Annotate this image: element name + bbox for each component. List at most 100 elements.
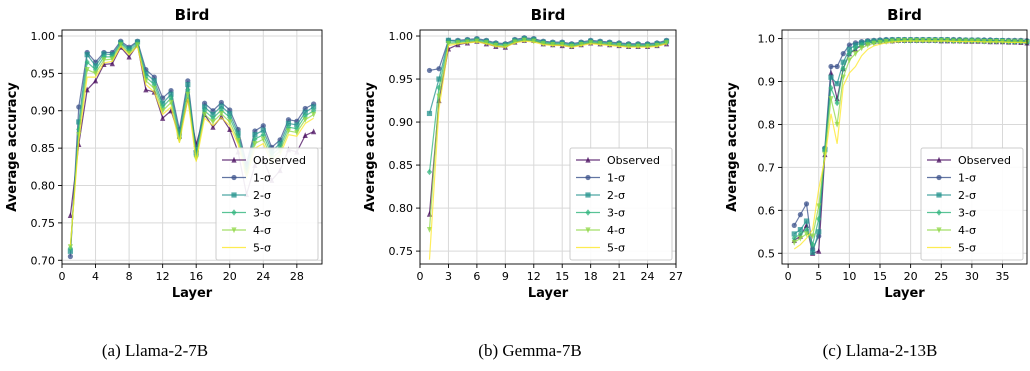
data-point (76, 119, 82, 125)
legend-swatch-marker (231, 156, 237, 163)
data-point (803, 231, 810, 238)
data-point (168, 91, 174, 97)
data-point (840, 51, 846, 57)
y-tick-label: 0.95 (31, 67, 56, 80)
legend-box (569, 147, 673, 261)
x-tick-label: 0 (785, 270, 792, 283)
legend-box (215, 147, 319, 261)
data-point (227, 126, 233, 133)
legend-label: 1-σ (607, 172, 625, 185)
x-tick-label: 9 (502, 270, 509, 283)
y-tick-label: 0.75 (389, 245, 414, 258)
y-tick-label: 0.90 (31, 105, 56, 118)
data-point (210, 123, 216, 130)
x-tick-label: 4 (92, 270, 99, 283)
data-point (67, 253, 73, 260)
x-tick-label: 24 (641, 270, 655, 283)
y-tick-label: 1.0 (758, 33, 776, 46)
data-point (311, 104, 317, 110)
data-point (834, 81, 840, 87)
data-point (210, 119, 216, 126)
data-point (311, 111, 317, 118)
data-point (840, 74, 846, 81)
data-point (311, 107, 317, 114)
data-point (791, 239, 797, 246)
data-point (852, 51, 859, 57)
y-tick-label: 0.70 (31, 254, 56, 267)
data-point (185, 86, 191, 94)
x-tick-label: 0 (417, 270, 424, 283)
data-point (118, 42, 124, 49)
data-point (277, 141, 283, 147)
data-point (865, 42, 871, 49)
data-point (218, 111, 224, 117)
legend-swatch-marker (585, 192, 591, 198)
legend: Observed 1-σ 2-σ 3-σ 4-σ 5-σ (215, 147, 319, 261)
y-tick-label: 0.6 (758, 204, 776, 217)
data-point (816, 215, 822, 223)
data-point (160, 100, 166, 106)
legend: Observed 1-σ 2-σ 3-σ 4-σ 5-σ (569, 147, 673, 261)
data-point (803, 201, 810, 207)
data-point (260, 123, 266, 129)
data-point (92, 70, 99, 77)
data-point (846, 50, 852, 57)
legend: Observed 1-σ 2-σ 3-σ 4-σ 5-σ (920, 147, 1024, 261)
data-point (252, 141, 258, 147)
x-tick-label: 27 (669, 270, 683, 283)
y-tick-label: 0.85 (31, 142, 56, 155)
chart-title: Bird (175, 6, 210, 24)
legend-label: 5-σ (253, 242, 271, 255)
data-point (143, 70, 149, 76)
data-point (871, 40, 877, 47)
data-point (92, 77, 99, 84)
chart-title: Bird (887, 6, 922, 24)
x-tick-label: 15 (555, 270, 569, 283)
data-point (828, 63, 834, 70)
chart-panel-3: 0 5 10 15 20 25 30 35 0.5 0.6 0.7 0.8 0.9 1.0 Bird Laye… (725, 6, 1030, 360)
data-point (235, 130, 241, 136)
y-tick-label: 0.85 (389, 159, 414, 172)
series-line (428, 40, 667, 260)
axes-frame (419, 29, 677, 265)
legend-swatch-marker (585, 227, 591, 234)
y-tick-label: 0.75 (31, 217, 56, 230)
x-tick-label: 30 (965, 270, 979, 283)
data-point (151, 85, 157, 92)
data-point (134, 42, 141, 49)
data-point (176, 130, 183, 136)
legend-swatch-marker (231, 174, 237, 181)
data-point (816, 247, 822, 254)
data-point (840, 65, 846, 72)
data-point (436, 84, 442, 91)
data-point (859, 41, 865, 49)
x-tick-label: 25 (934, 270, 948, 283)
data-point (859, 45, 865, 52)
data-point (260, 136, 266, 143)
data-point (840, 59, 846, 65)
x-axis-label: Layer (884, 286, 925, 301)
data-point (168, 99, 174, 106)
data-point (426, 110, 433, 117)
legend-label: 2-σ (607, 189, 625, 202)
legend-swatch-marker (936, 227, 942, 234)
x-tick-label: 21 (612, 270, 626, 283)
x-tick-label: 5 (815, 270, 822, 283)
data-point (436, 93, 442, 100)
x-tick-label: 0 (59, 270, 66, 283)
x-tick-label: 18 (584, 270, 598, 283)
data-point (101, 57, 107, 64)
y-tick-label: 0.7 (758, 161, 776, 174)
x-tick-label: 20 (223, 270, 237, 283)
data-point (846, 46, 852, 52)
chart-title: Bird (531, 6, 566, 24)
legend-swatch-marker (936, 156, 942, 163)
data-point (84, 67, 90, 73)
legend-label: 5-σ (958, 242, 976, 255)
y-tick-label: 1.00 (389, 30, 414, 43)
x-tick-label: 20 (904, 270, 918, 283)
data-point (803, 218, 810, 224)
data-point (791, 235, 797, 242)
y-tick-label: 0.5 (758, 247, 776, 260)
data-point (883, 38, 889, 45)
